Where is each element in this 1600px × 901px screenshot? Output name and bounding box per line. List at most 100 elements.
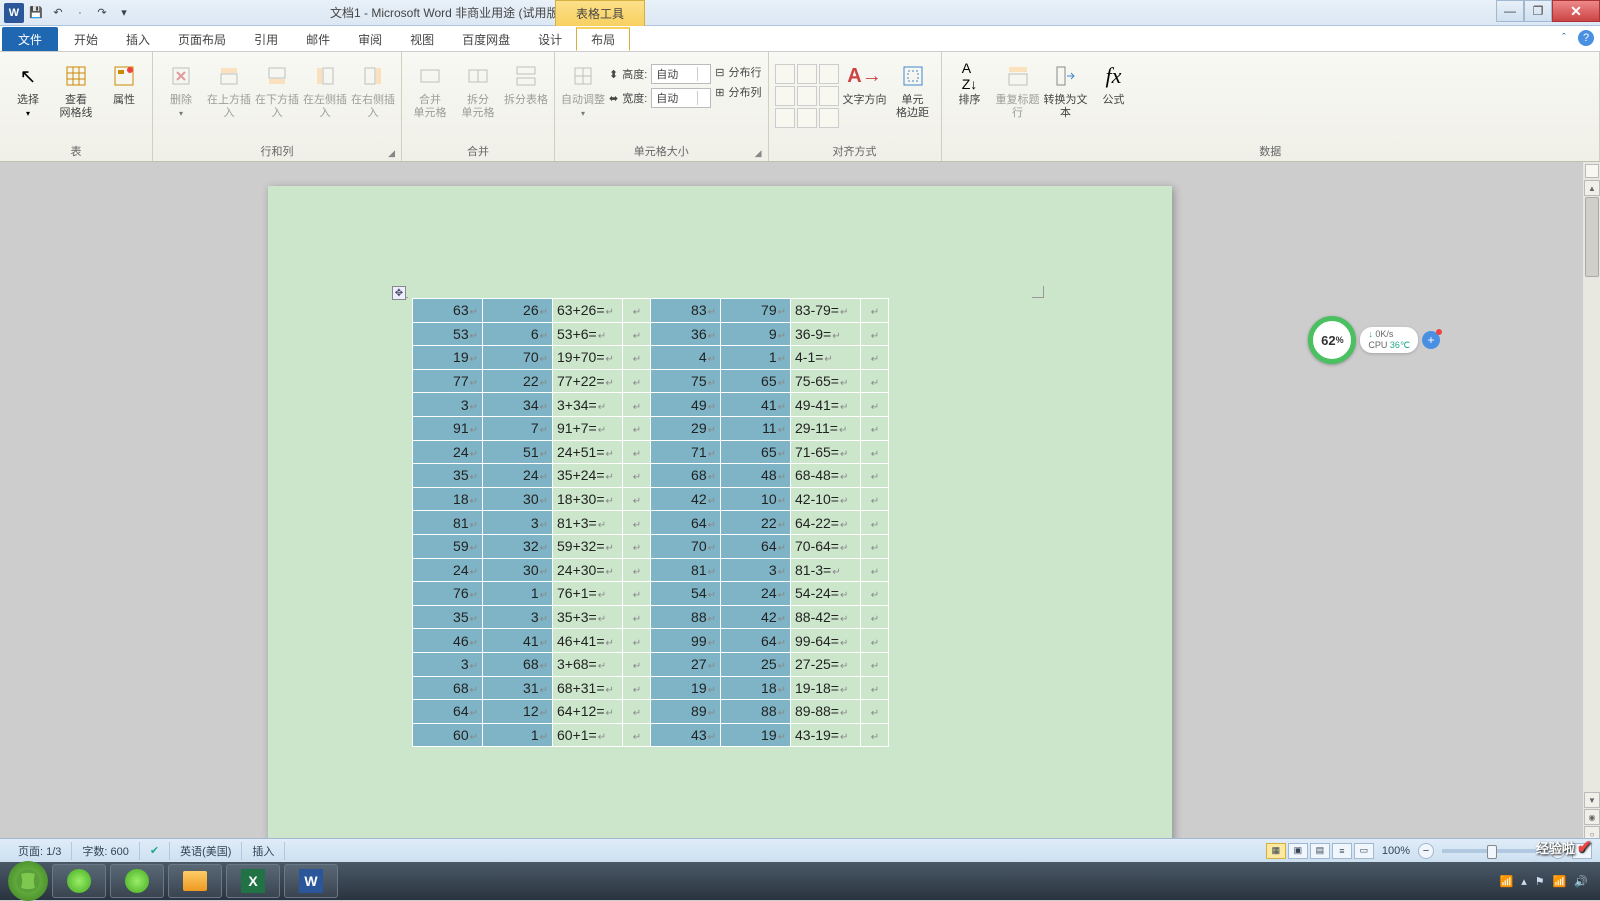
cell-expr1[interactable]: 53+6=↵	[553, 322, 623, 346]
formula-button[interactable]: fx公式	[1092, 58, 1136, 107]
insert-right-button[interactable]: 在右侧插入	[351, 58, 395, 120]
widget-expand-icon[interactable]: +	[1422, 331, 1440, 349]
tab-引用[interactable]: 引用	[240, 27, 292, 51]
table-row[interactable]: 81↵3↵81+3=↵↵64↵22↵64-22=↵↵	[413, 511, 889, 535]
cell-c[interactable]: 70↵	[651, 534, 721, 558]
cell-blank1[interactable]: ↵	[623, 558, 651, 582]
table-row[interactable]: 53↵6↵53+6=↵↵36↵9↵36-9=↵↵	[413, 322, 889, 346]
vertical-scrollbar[interactable]: ▲ ▼ ◉ ○ ◉	[1582, 162, 1600, 862]
cell-expr2[interactable]: 36-9=↵	[791, 322, 861, 346]
cell-a[interactable]: 35↵	[413, 605, 483, 629]
select-button[interactable]: ↖选择▾	[6, 58, 50, 118]
cell-a[interactable]: 64↵	[413, 700, 483, 724]
cell-expr2[interactable]: 81-3=↵	[791, 558, 861, 582]
sort-button[interactable]: AZ↓排序	[948, 58, 992, 107]
tab-邮件[interactable]: 邮件	[292, 27, 344, 51]
save-icon[interactable]: 💾	[26, 3, 46, 23]
cell-c[interactable]: 36↵	[651, 322, 721, 346]
cell-a[interactable]: 68↵	[413, 676, 483, 700]
cell-expr1[interactable]: 18+30=↵	[553, 487, 623, 511]
cell-blank1[interactable]: ↵	[623, 652, 651, 676]
cell-expr2[interactable]: 19-18=↵	[791, 676, 861, 700]
cell-expr2[interactable]: 49-41=↵	[791, 393, 861, 417]
cell-expr1[interactable]: 60+1=↵	[553, 723, 623, 747]
tab-file[interactable]: 文件	[2, 27, 58, 51]
status-mode[interactable]: 插入	[242, 842, 285, 860]
cell-d[interactable]: 48↵	[721, 464, 791, 488]
cell-d[interactable]: 24↵	[721, 582, 791, 606]
cell-b[interactable]: 30↵	[483, 558, 553, 582]
cell-a[interactable]: 91↵	[413, 416, 483, 440]
split-table-button[interactable]: 拆分表格	[504, 58, 548, 107]
cell-expr1[interactable]: 3+34=↵	[553, 393, 623, 417]
prev-page-button[interactable]: ◉	[1584, 809, 1600, 825]
cell-blank2[interactable]: ↵	[861, 322, 889, 346]
cell-blank1[interactable]: ↵	[623, 322, 651, 346]
cell-blank1[interactable]: ↵	[623, 346, 651, 370]
cell-blank2[interactable]: ↵	[861, 629, 889, 653]
table-row[interactable]: 3↵34↵3+34=↵↵49↵41↵49-41=↵↵	[413, 393, 889, 417]
status-words[interactable]: 字数: 600	[72, 842, 139, 860]
cell-d[interactable]: 9↵	[721, 322, 791, 346]
cell-c[interactable]: 4↵	[651, 346, 721, 370]
cell-c[interactable]: 27↵	[651, 652, 721, 676]
cell-c[interactable]: 81↵	[651, 558, 721, 582]
cell-blank1[interactable]: ↵	[623, 629, 651, 653]
cell-expr2[interactable]: 99-64=↵	[791, 629, 861, 653]
cell-b[interactable]: 30↵	[483, 487, 553, 511]
tray-volume-icon[interactable]: 🔊	[1574, 875, 1588, 888]
undo-icon[interactable]: ↶	[48, 3, 68, 23]
cell-blank1[interactable]: ↵	[623, 464, 651, 488]
view-print-layout[interactable]: ▦	[1266, 843, 1286, 859]
view-fullscreen[interactable]: ▣	[1288, 843, 1308, 859]
insert-left-button[interactable]: 在左侧插入	[303, 58, 347, 120]
tab-插入[interactable]: 插入	[112, 27, 164, 51]
cell-blank1[interactable]: ↵	[623, 487, 651, 511]
table-move-handle[interactable]: ✥	[392, 286, 406, 300]
taskbar-explorer[interactable]	[168, 864, 222, 898]
table-row[interactable]: 18↵30↵18+30=↵↵42↵10↵42-10=↵↵	[413, 487, 889, 511]
cell-blank2[interactable]: ↵	[861, 582, 889, 606]
cell-expr2[interactable]: 64-22=↵	[791, 511, 861, 535]
cell-expr1[interactable]: 24+30=↵	[553, 558, 623, 582]
help-icon[interactable]: ?	[1578, 30, 1594, 46]
cell-expr1[interactable]: 76+1=↵	[553, 582, 623, 606]
cell-expr1[interactable]: 91+7=↵	[553, 416, 623, 440]
cell-expr1[interactable]: 3+68=↵	[553, 652, 623, 676]
cell-d[interactable]: 79↵	[721, 299, 791, 323]
cell-expr2[interactable]: 88-42=↵	[791, 605, 861, 629]
cell-blank1[interactable]: ↵	[623, 440, 651, 464]
cell-blank2[interactable]: ↵	[861, 700, 889, 724]
cell-d[interactable]: 19↵	[721, 723, 791, 747]
dist-cols-button[interactable]: ⊞分布列	[715, 84, 761, 100]
cell-expr2[interactable]: 43-19=↵	[791, 723, 861, 747]
launcher-icon[interactable]: ◢	[755, 148, 762, 159]
cell-expr1[interactable]: 63+26=↵	[553, 299, 623, 323]
table-row[interactable]: 64↵12↵64+12=↵↵89↵88↵89-88=↵↵	[413, 700, 889, 724]
status-page[interactable]: 页面: 1/3	[8, 842, 72, 860]
delete-button[interactable]: 删除▾	[159, 58, 203, 118]
cell-blank1[interactable]: ↵	[623, 416, 651, 440]
cell-expr1[interactable]: 35+3=↵	[553, 605, 623, 629]
cell-expr2[interactable]: 89-88=↵	[791, 700, 861, 724]
cell-d[interactable]: 41↵	[721, 393, 791, 417]
cell-b[interactable]: 41↵	[483, 629, 553, 653]
tray-wifi-icon[interactable]: 📶	[1499, 875, 1513, 888]
cell-a[interactable]: 3↵	[413, 652, 483, 676]
insert-below-button[interactable]: 在下方插入	[255, 58, 299, 120]
cell-c[interactable]: 64↵	[651, 511, 721, 535]
cell-expr1[interactable]: 59+32=↵	[553, 534, 623, 558]
cell-d[interactable]: 65↵	[721, 369, 791, 393]
cell-blank1[interactable]: ↵	[623, 676, 651, 700]
cell-d[interactable]: 64↵	[721, 534, 791, 558]
align-tr[interactable]	[819, 64, 839, 84]
cell-expr1[interactable]: 64+12=↵	[553, 700, 623, 724]
data-table[interactable]: 63↵26↵63+26=↵↵83↵79↵83-79=↵↵53↵6↵53+6=↵↵…	[412, 298, 889, 747]
cell-blank2[interactable]: ↵	[861, 393, 889, 417]
align-br[interactable]	[819, 108, 839, 128]
dist-rows-button[interactable]: ⊟分布行	[715, 64, 761, 80]
cell-a[interactable]: 24↵	[413, 558, 483, 582]
launcher-icon[interactable]: ◢	[388, 148, 395, 159]
convert-button[interactable]: 转换为文本	[1044, 58, 1088, 120]
cell-expr2[interactable]: 71-65=↵	[791, 440, 861, 464]
